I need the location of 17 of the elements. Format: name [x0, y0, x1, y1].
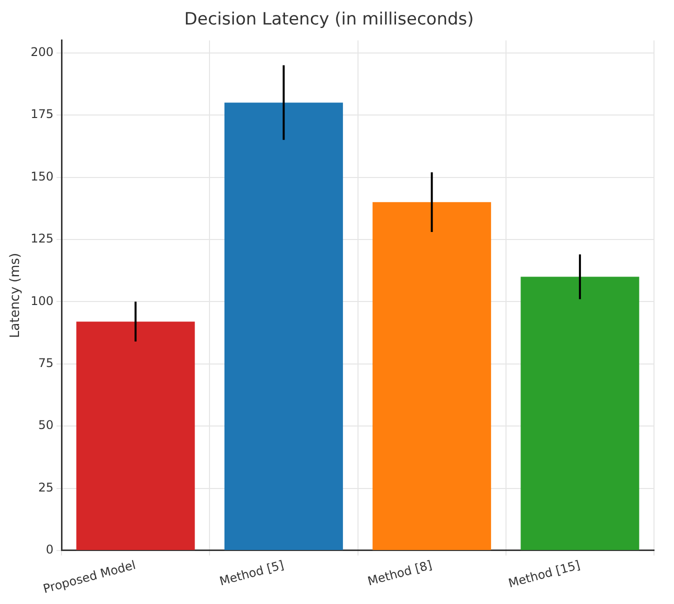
y-tick-label: 75: [38, 356, 54, 370]
bar: [520, 276, 640, 550]
bar: [372, 202, 492, 550]
y-tick-label: 125: [30, 232, 54, 246]
y-tick-label: 150: [30, 169, 54, 184]
y-tick-label: 25: [38, 480, 54, 494]
x-tick-label: Method [8]: [366, 558, 434, 588]
y-tick-label: 50: [38, 418, 54, 432]
bar: [224, 102, 343, 550]
y-tick-label: 100: [30, 294, 54, 308]
y-tick-label: 200: [30, 44, 54, 59]
chart-title: Decision Latency (in milliseconds): [184, 10, 474, 30]
bar: [76, 322, 195, 550]
y-tick-label: 175: [30, 107, 54, 122]
x-tick-label: Method [5]: [218, 558, 286, 588]
y-axis-title: Latency (ms): [8, 252, 24, 338]
y-tick-label: 0: [46, 542, 54, 557]
